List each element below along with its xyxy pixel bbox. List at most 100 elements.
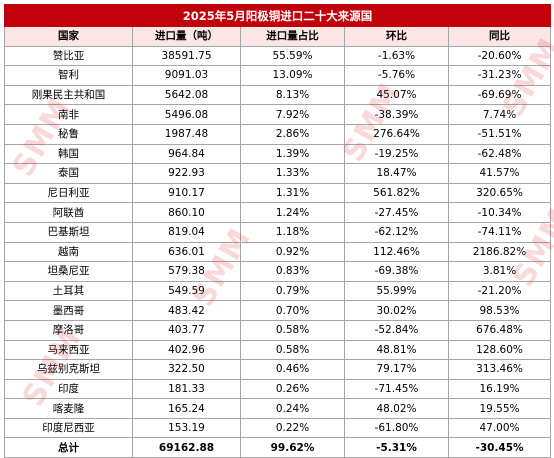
cell-share: 0.26% [240, 378, 345, 400]
table-row: 坦桑尼亚 579.38 0.83% -69.38% 3.81% [4, 261, 552, 282]
cell-mom: 30.02% [344, 300, 449, 321]
header-volume: 进口量（吨） [132, 26, 241, 47]
cell-yoy: -21.20% [447, 280, 552, 302]
cell-yoy: -74.11% [447, 221, 552, 243]
cell-mom: -61.80% [344, 417, 449, 439]
import-table: 2025年5月阳极铜进口二十大来源国 国家 进口量（吨） 进口量占比 环比 同比… [3, 4, 552, 458]
total-mom: -5.31% [344, 437, 449, 458]
cell-volume: 153.19 [132, 417, 241, 439]
cell-country: 赞比亚 [4, 45, 133, 67]
cell-volume: 1987.48 [132, 123, 241, 145]
table-row: 巴基斯坦 819.04 1.18% -62.12% -74.11% [4, 221, 552, 243]
table-row: 土耳其 549.59 0.79% 55.99% -21.20% [4, 280, 552, 302]
cell-volume: 819.04 [132, 221, 241, 243]
table-row: 阿联酋 860.10 1.24% -27.45% -10.34% [4, 202, 552, 223]
data-sheet: 2025年5月阳极铜进口二十大来源国 国家 进口量（吨） 进口量占比 环比 同比… [3, 4, 552, 458]
cell-share: 0.24% [240, 398, 345, 419]
table-row: 马来西亚 402.96 0.58% 48.81% 128.60% [4, 339, 552, 361]
cell-volume: 910.17 [132, 182, 241, 204]
cell-volume: 402.96 [132, 339, 241, 361]
cell-yoy: -20.60% [447, 45, 552, 67]
cell-country: 南非 [4, 104, 133, 125]
cell-share: 1.39% [240, 143, 345, 165]
cell-yoy: 3.81% [447, 261, 552, 282]
cell-country: 阿联酋 [4, 202, 133, 223]
cell-mom: -5.76% [344, 65, 449, 86]
cell-share: 13.09% [240, 65, 345, 86]
cell-yoy: 676.48% [447, 319, 552, 341]
cell-yoy: 313.46% [447, 359, 552, 380]
total-country: 总计 [4, 437, 133, 458]
cell-share: 8.13% [240, 84, 345, 106]
cell-yoy: -10.34% [447, 202, 552, 223]
cell-mom: 112.46% [344, 241, 449, 263]
cell-mom: 79.17% [344, 359, 449, 380]
cell-share: 1.31% [240, 182, 345, 204]
cell-share: 0.70% [240, 300, 345, 321]
cell-yoy: 19.55% [447, 398, 552, 419]
cell-yoy: 47.00% [447, 417, 552, 439]
cell-country: 韩国 [4, 143, 133, 165]
table-row: 喀麦隆 165.24 0.24% 48.02% 19.55% [4, 398, 552, 419]
table-row: 尼日利亚 910.17 1.31% 561.82% 320.65% [4, 182, 552, 204]
cell-country: 墨西哥 [4, 300, 133, 321]
cell-share: 0.79% [240, 280, 345, 302]
total-share: 99.62% [240, 437, 345, 458]
table-row: 赞比亚 38591.75 55.59% -1.63% -20.60% [4, 45, 552, 67]
cell-country: 越南 [4, 241, 133, 263]
cell-country: 泰国 [4, 163, 133, 184]
cell-volume: 5642.08 [132, 84, 241, 106]
cell-mom: -19.25% [344, 143, 449, 165]
cell-country: 印度尼西亚 [4, 417, 133, 439]
cell-country: 土耳其 [4, 280, 133, 302]
cell-volume: 636.01 [132, 241, 241, 263]
cell-mom: -69.38% [344, 261, 449, 282]
header-country: 国家 [4, 26, 133, 47]
cell-mom: -71.45% [344, 378, 449, 400]
cell-share: 0.22% [240, 417, 345, 439]
title-row: 2025年5月阳极铜进口二十大来源国 [3, 4, 552, 27]
cell-yoy: -31.23% [447, 65, 552, 86]
cell-country: 坦桑尼亚 [4, 261, 133, 282]
table-row: 韩国 964.84 1.39% -19.25% -62.48% [4, 143, 552, 165]
total-row: 总计 69162.88 99.62% -5.31% -30.45% [4, 437, 552, 458]
table-row: 墨西哥 483.42 0.70% 30.02% 98.53% [4, 300, 552, 321]
cell-share: 0.92% [240, 241, 345, 263]
table-row: 乌兹别克斯坦 322.50 0.46% 79.17% 313.46% [4, 359, 552, 380]
cell-country: 乌兹别克斯坦 [4, 359, 133, 380]
cell-volume: 181.33 [132, 378, 241, 400]
total-yoy: -30.45% [447, 437, 552, 458]
cell-yoy: 41.57% [447, 163, 552, 184]
cell-country: 刚果民主共和国 [4, 84, 133, 106]
cell-mom: -52.84% [344, 319, 449, 341]
header-yoy: 同比 [447, 26, 552, 47]
cell-share: 1.33% [240, 163, 345, 184]
cell-share: 55.59% [240, 45, 345, 67]
cell-mom: 276.64% [344, 123, 449, 145]
cell-yoy: 98.53% [447, 300, 552, 321]
cell-country: 马来西亚 [4, 339, 133, 361]
header-mom: 环比 [344, 26, 449, 47]
cell-volume: 922.93 [132, 163, 241, 184]
cell-mom: 48.81% [344, 339, 449, 361]
cell-mom: 45.07% [344, 84, 449, 106]
cell-mom: -38.39% [344, 104, 449, 125]
cell-volume: 5496.08 [132, 104, 241, 125]
cell-country: 秘鲁 [4, 123, 133, 145]
cell-share: 0.46% [240, 359, 345, 380]
cell-yoy: 320.65% [447, 182, 552, 204]
cell-mom: 561.82% [344, 182, 449, 204]
table-row: 刚果民主共和国 5642.08 8.13% 45.07% -69.69% [4, 84, 552, 106]
table-row: 印度尼西亚 153.19 0.22% -61.80% 47.00% [4, 417, 552, 439]
cell-yoy: 2186.82% [447, 241, 552, 263]
header-share: 进口量占比 [240, 26, 345, 47]
cell-mom: -1.63% [344, 45, 449, 67]
table-row: 南非 5496.08 7.92% -38.39% 7.74% [4, 104, 552, 125]
cell-share: 1.18% [240, 221, 345, 243]
cell-share: 0.58% [240, 339, 345, 361]
cell-yoy: -62.48% [447, 143, 552, 165]
table-row: 摩洛哥 403.77 0.58% -52.84% 676.48% [4, 319, 552, 341]
cell-mom: 55.99% [344, 280, 449, 302]
table-row: 越南 636.01 0.92% 112.46% 2186.82% [4, 241, 552, 263]
cell-country: 尼日利亚 [4, 182, 133, 204]
